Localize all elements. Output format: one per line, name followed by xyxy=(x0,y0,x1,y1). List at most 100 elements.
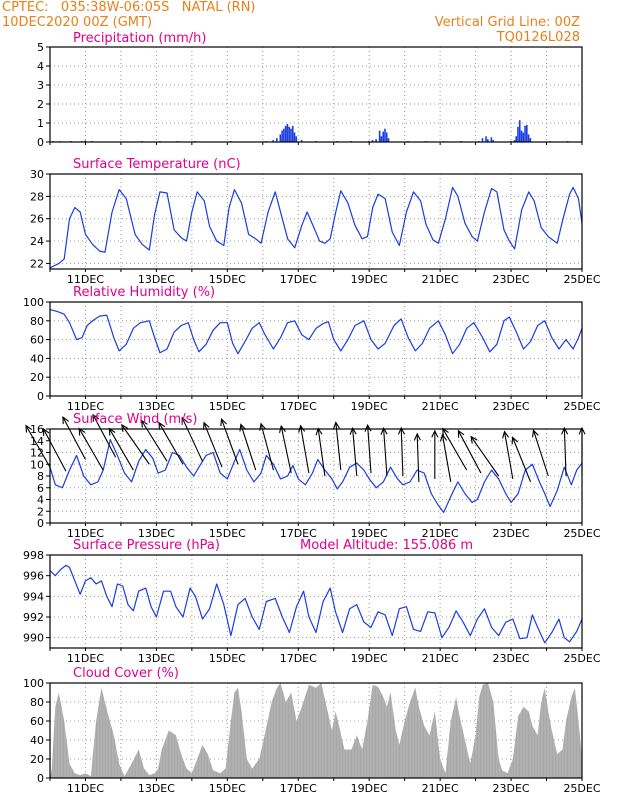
station-label: CPTEC: 035:38W-06:05S NATAL (RN) xyxy=(2,0,256,15)
wind-arrow xyxy=(441,434,452,482)
wind-arrow xyxy=(25,425,51,468)
temp-xtick-label: 25DEC xyxy=(563,273,600,286)
rh-ytick-label: 20 xyxy=(30,371,44,384)
pressure-ytick-label: 994 xyxy=(23,590,44,603)
precip-bar xyxy=(272,140,275,142)
wind-arrow-head xyxy=(158,421,166,430)
wind-arrow xyxy=(317,428,326,477)
temp-xtick-label: 21DEC xyxy=(422,273,459,286)
pressure-ytick-label: 990 xyxy=(23,632,44,645)
wind-ytick-label: 2 xyxy=(37,505,44,518)
wind-arrow xyxy=(108,428,134,471)
wind-ytick-label: 4 xyxy=(37,494,44,507)
precip-bar xyxy=(487,139,489,142)
pressure-ytick-label: 998 xyxy=(23,549,44,562)
pressure-xtick-label: 25DEC xyxy=(563,652,600,665)
wind-arrow-head xyxy=(42,427,50,436)
cloud-xtick-label: 25DEC xyxy=(563,782,600,795)
precip-bar xyxy=(375,139,377,142)
wind-arrow-head xyxy=(511,436,519,445)
model-id: TQ0126L028 xyxy=(496,30,580,45)
precip-bar xyxy=(291,125,294,142)
pressure-xtick-label: 11DEC xyxy=(67,652,104,665)
temp-frame xyxy=(49,173,583,270)
pressure-title: Surface Pressure (hPa) xyxy=(73,538,220,553)
temp-ytick-label: 24 xyxy=(30,235,44,248)
precip-ytick-label: 4 xyxy=(37,60,44,73)
wind-arrow-head xyxy=(470,435,478,444)
temp-title: Surface Temperature (nC) xyxy=(73,157,241,172)
wind-arrow-head xyxy=(413,432,421,441)
temp-ytick-label: 26 xyxy=(30,213,44,226)
wind-arrow xyxy=(442,428,468,471)
wind-arrow xyxy=(335,422,342,471)
precip-ytick-label: 0 xyxy=(37,136,44,149)
temp-series-line xyxy=(49,186,583,269)
cloud-ytick-label: 100 xyxy=(23,677,44,690)
precip-bar xyxy=(529,138,532,142)
cloud-ytick-label: 20 xyxy=(30,753,44,766)
wind-frame xyxy=(49,428,583,524)
precip-bar xyxy=(481,138,484,142)
precip-bar xyxy=(382,131,384,142)
precip-bar xyxy=(380,136,383,142)
wind-xtick-label: 23DEC xyxy=(493,527,530,540)
pressure-frame xyxy=(49,554,583,649)
wind-series-line xyxy=(49,438,583,514)
wind-arrow-head xyxy=(349,426,357,435)
precip-bar xyxy=(527,134,530,142)
wind-ytick-label: 6 xyxy=(37,482,44,495)
wind-arrow xyxy=(221,418,239,465)
wind-arrow-head xyxy=(220,417,227,427)
pressure-xtick-label: 17DEC xyxy=(280,652,317,665)
precip-bar xyxy=(84,140,87,142)
wind-arrow-head xyxy=(278,424,286,434)
wind-arrow-head xyxy=(431,429,439,438)
wind-arrow xyxy=(203,422,223,468)
wind-ytick-label: 16 xyxy=(30,423,44,436)
cloud-frame xyxy=(49,682,583,779)
precip-bar xyxy=(384,128,386,142)
precip-bar xyxy=(518,120,521,142)
temp-ytick-label: 30 xyxy=(30,168,44,181)
wind-arrow-head xyxy=(561,426,569,435)
wind-arrow xyxy=(280,425,292,474)
wind-arrow-head xyxy=(140,419,148,428)
precip-bar xyxy=(522,132,525,142)
precip-bar xyxy=(290,128,292,142)
cloud-ytick-label: 0 xyxy=(37,772,44,785)
precip-bar xyxy=(288,126,290,142)
rh-xtick-label: 13DEC xyxy=(138,400,175,413)
precip-ytick-label: 3 xyxy=(37,79,44,92)
temp-xtick-label: 15DEC xyxy=(209,273,246,286)
rh-ytick-label: 40 xyxy=(30,352,44,365)
wind-arrow xyxy=(503,431,514,480)
precip-bar xyxy=(281,130,283,142)
cloud-xtick-label: 19DEC xyxy=(351,782,388,795)
rh-frame xyxy=(49,301,583,397)
precip-ytick-label: 1 xyxy=(37,117,44,130)
temp-xtick-label: 13DEC xyxy=(138,273,175,286)
precip-bar xyxy=(492,140,494,142)
pressure-xtick-label: 19DEC xyxy=(351,652,388,665)
precip-bar xyxy=(295,136,298,142)
wind-ytick-label: 10 xyxy=(30,458,44,471)
wind-arrow-head xyxy=(531,429,539,438)
wind-arrow xyxy=(78,428,104,471)
precip-ytick-label: 5 xyxy=(37,41,44,54)
wind-arrow xyxy=(512,437,532,483)
wind-arrow xyxy=(260,423,274,471)
precip-bar xyxy=(520,130,523,142)
temp-xtick-label: 19DEC xyxy=(351,273,388,286)
wind-arrow-head xyxy=(380,426,388,435)
temp-xtick-label: 23DEC xyxy=(493,273,530,286)
precip-bar xyxy=(387,138,390,142)
wind-arrow xyxy=(457,430,482,474)
pressure-xtick-label: 13DEC xyxy=(138,652,175,665)
precip-bar xyxy=(283,128,285,142)
wind-arrow-head xyxy=(502,430,510,439)
wind-xtick-label: 11DEC xyxy=(67,527,104,540)
wind-arrow xyxy=(532,430,549,477)
precip-bar xyxy=(378,130,381,142)
